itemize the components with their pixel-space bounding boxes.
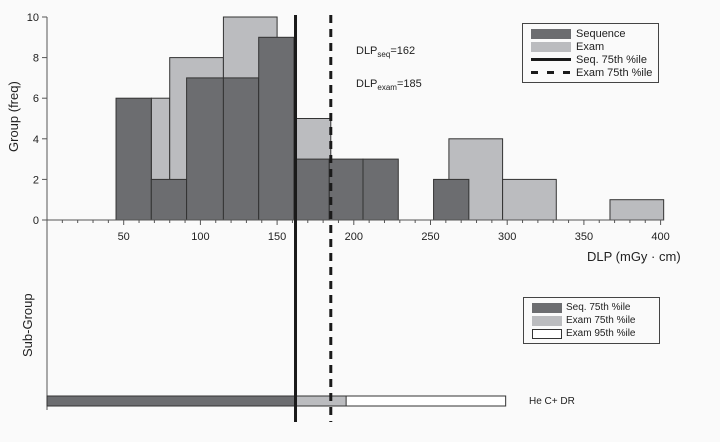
exam-bar <box>609 199 665 221</box>
legend-label: Exam 75th %ile <box>576 66 653 79</box>
x-tick-label: 50 <box>118 231 130 243</box>
legend-label: Seq. 75th %ile <box>566 302 631 313</box>
legend-label: Seq. 75th %ile <box>576 53 647 66</box>
x-tick-label: 150 <box>268 231 286 243</box>
legend-item-seq-75th: Seq. 75th %ile <box>524 301 659 314</box>
sequence-bar <box>150 178 188 221</box>
y-tick-label: 8 <box>33 53 39 65</box>
legend-label: Exam <box>576 40 605 53</box>
x-tick-label: 100 <box>191 231 209 243</box>
legend-item-sequence: Sequence <box>523 27 658 40</box>
sequence-bar <box>258 36 295 221</box>
sequence-bar <box>186 77 224 221</box>
exam-swatch <box>531 41 571 52</box>
sequence-bar <box>328 158 364 221</box>
dlp-seq-annotation: DLPseq=162 <box>356 45 416 60</box>
legend-top: Sequence Exam Seq. 75th %ile Exam 75th %… <box>522 23 659 83</box>
sequence-bar <box>222 77 260 221</box>
solid-line-swatch <box>531 58 571 61</box>
dashed-line-swatch <box>531 71 571 74</box>
legend-label: Exam 75th %ile <box>566 315 636 326</box>
dlp-exam-annotation: DLPexam=185 <box>356 78 422 93</box>
sequence-bar <box>293 158 330 221</box>
legend-item-exam: Exam <box>523 40 658 53</box>
sequence-bar <box>115 97 152 221</box>
legend-item-exam-75th: Exam 75th %ile <box>523 66 658 79</box>
legend-label: Exam 95th %ile <box>566 328 636 339</box>
seq75-swatch <box>532 302 562 313</box>
x-tick-label: 400 <box>651 231 669 243</box>
subgroup-axis-label: Sub-Group <box>20 293 35 357</box>
x-tick-label: 200 <box>345 231 363 243</box>
exam75-swatch <box>532 315 562 326</box>
x-axis-label: DLP (mGy · cm) <box>587 249 681 264</box>
sequence-bar <box>362 158 399 221</box>
y-tick-label: 2 <box>33 174 39 186</box>
y-tick-label: 6 <box>33 93 39 105</box>
x-tick-label: 300 <box>498 231 516 243</box>
subgroup-bar-label: He C+ DR <box>529 396 575 407</box>
y-tick-label: 10 <box>27 12 39 24</box>
x-tick-label: 250 <box>421 231 439 243</box>
legend-label: Sequence <box>576 27 626 40</box>
exam95-swatch <box>532 328 562 339</box>
legend-item-exam-95th: Exam 95th %ile <box>524 327 659 340</box>
legend-item-exam-75th: Exam 75th %ile <box>524 314 659 327</box>
x-tick-label: 350 <box>575 231 593 243</box>
y-tick-label: 0 <box>33 215 39 227</box>
seq-75th-bar <box>46 395 297 407</box>
legend-item-seq-75th: Seq. 75th %ile <box>523 53 658 66</box>
y-tick-label: 4 <box>33 134 39 146</box>
legend-bottom: Seq. 75th %ile Exam 75th %ile Exam 95th … <box>523 297 660 344</box>
exam-bar <box>502 178 557 221</box>
y-axis-label: Group (freq) <box>6 81 21 152</box>
sequence-bar <box>433 178 470 221</box>
sequence-swatch <box>531 28 571 39</box>
